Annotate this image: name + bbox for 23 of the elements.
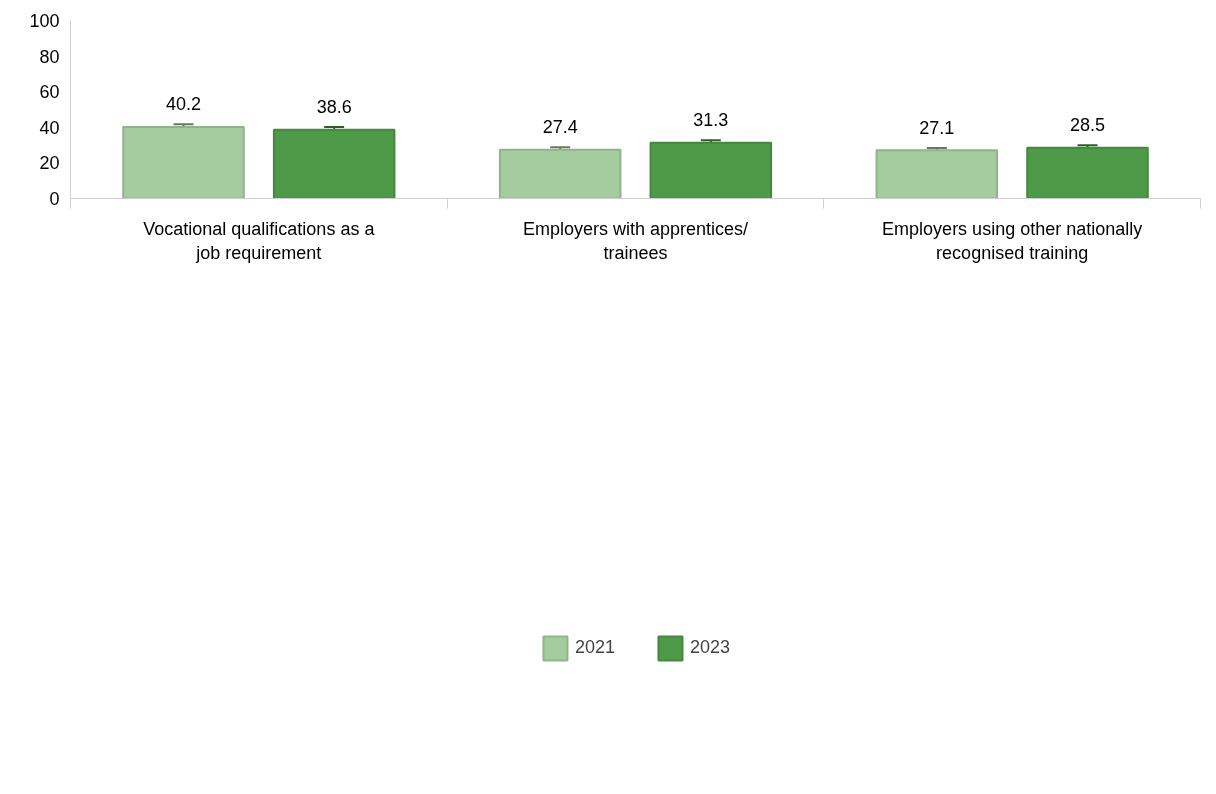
legend-label: 2021: [574, 637, 615, 658]
y-tick-label: 40: [39, 117, 60, 138]
legend-label: 2023: [690, 637, 731, 658]
x-tick-label: Employers using other nationally recognised training: [882, 218, 1143, 263]
y-tick-label: 80: [39, 46, 60, 67]
bar: [498, 148, 622, 199]
data-label: 28.5: [1069, 115, 1106, 136]
bar: [122, 125, 245, 199]
bar: [875, 149, 999, 199]
y-tick-label: 100: [29, 11, 60, 31]
data-label: 38.6: [316, 97, 352, 118]
x-tick-label: Vocational qualifications as a job requirement: [143, 218, 376, 263]
data-label: 27.1: [919, 117, 955, 138]
data-label: 40.2: [165, 94, 202, 115]
y-tick-label: 0: [49, 189, 60, 209]
data-label: 27.4: [542, 117, 578, 138]
bar: [649, 141, 773, 199]
bar: [1026, 146, 1149, 199]
x-tick-label: Employers with apprentices/ trainees: [522, 218, 749, 263]
data-label: 31.3: [693, 110, 729, 131]
y-tick-label: 60: [39, 82, 60, 103]
y-tick-label: 20: [39, 153, 60, 174]
bar: [272, 128, 396, 199]
